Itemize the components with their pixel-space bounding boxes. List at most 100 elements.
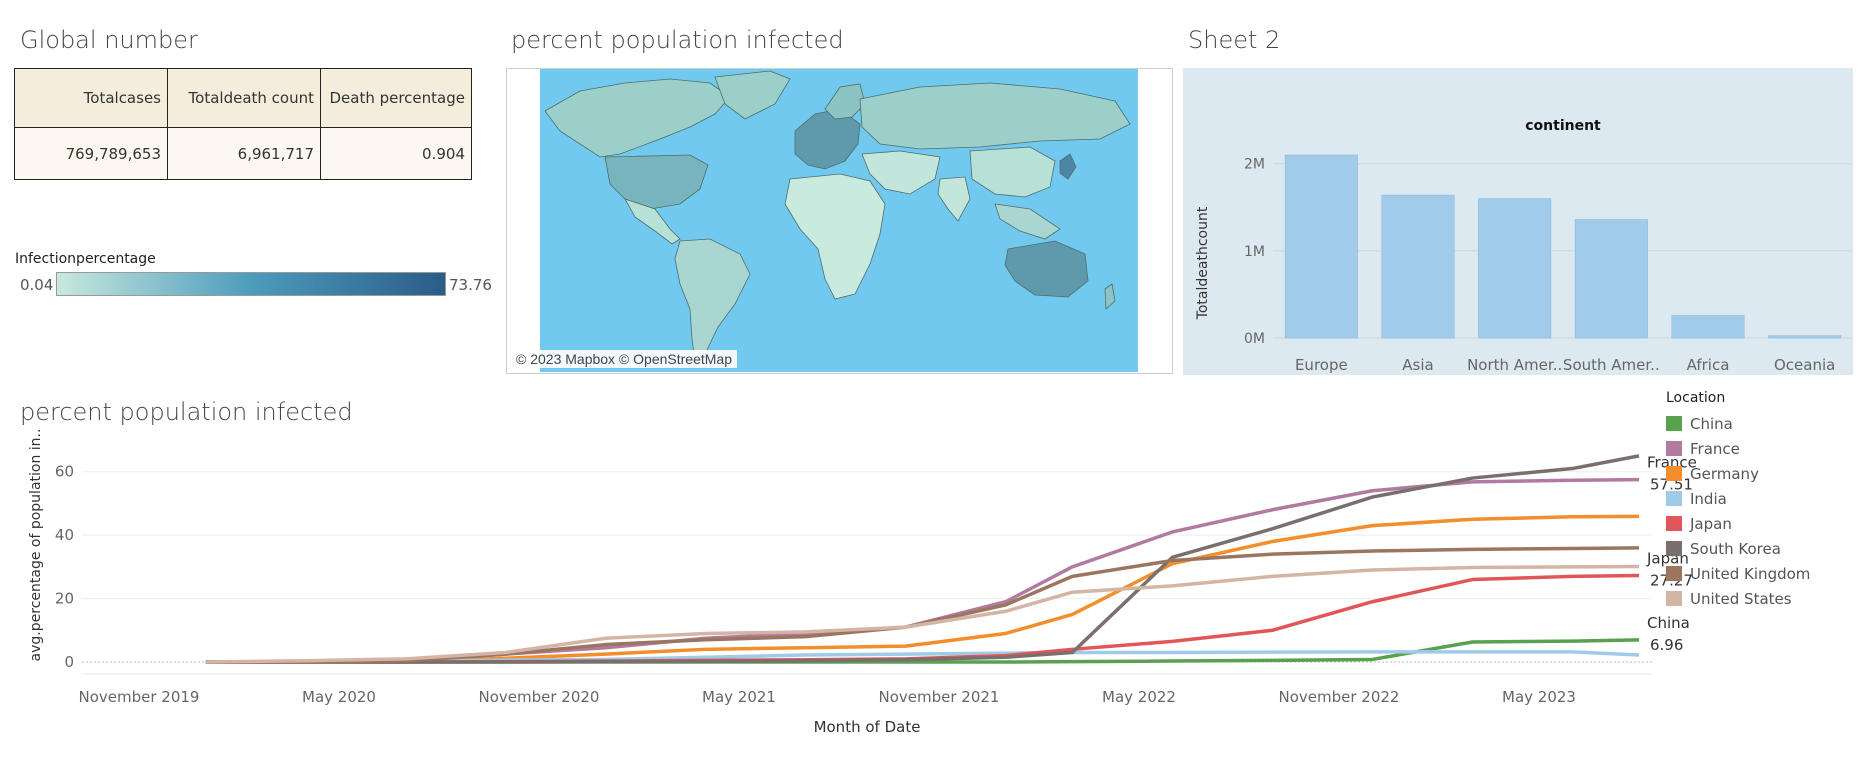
line-y-tick-label: 40 <box>55 526 74 544</box>
legend-label: Japan <box>1690 514 1732 533</box>
value-totaldeath-count[interactable]: 6,961,717 <box>167 127 321 180</box>
map-region-new-zealand[interactable] <box>1104 283 1116 310</box>
map-region-canada[interactable] <box>544 78 731 158</box>
legend-item-united-states[interactable]: United States <box>1666 586 1810 611</box>
global-number-title: Global number <box>20 26 198 54</box>
bar-y-tick-label: 0M <box>1244 331 1265 347</box>
legend-swatch <box>1666 441 1682 456</box>
header-totaldeath-count[interactable]: Totaldeath count <box>167 68 321 128</box>
location-legend-items: China France Germany India Japan South Korea U… <box>1666 411 1810 611</box>
header-totalcases[interactable]: Totalcases <box>14 68 168 128</box>
line-x-tick-label: May 2023 <box>1502 688 1576 706</box>
map-region-india[interactable] <box>937 176 971 222</box>
location-legend-title: Location <box>1666 390 1726 406</box>
legend-label: France <box>1690 439 1740 458</box>
legend-item-china[interactable]: China <box>1666 411 1810 436</box>
line-chart-x-ticks: November 2019 May 2020 November 2020 May 20… <box>79 688 1576 706</box>
bar-x-tick-label: Asia <box>1402 356 1433 374</box>
global-number-table: Totalcases Totaldeath count Death percen… <box>14 68 472 180</box>
legend-label: United Kingdom <box>1690 564 1811 583</box>
bar-europe[interactable] <box>1284 154 1358 339</box>
line-x-tick-label: November 2022 <box>1279 688 1400 706</box>
location-legend: Location China France Germany India Japan Sou… <box>1666 390 1810 611</box>
bar-africa[interactable] <box>1671 315 1745 339</box>
legend-swatch <box>1666 541 1682 556</box>
line-x-tick-label: May 2022 <box>1102 688 1176 706</box>
line-y-tick-label: 0 <box>64 653 74 671</box>
map-land <box>544 70 1131 362</box>
line-chart-grid <box>82 471 1652 675</box>
legend-swatch <box>1666 491 1682 506</box>
map-region-se-asia[interactable] <box>994 203 1061 240</box>
line-chart-y-axis-label: avg.percentage of population in.. <box>28 430 44 661</box>
header-death-percentage[interactable]: Death percentage <box>320 68 472 128</box>
line-y-tick-label: 20 <box>55 590 74 608</box>
legend-item-india[interactable]: India <box>1666 486 1810 511</box>
map-region-greenland[interactable] <box>714 70 791 120</box>
bar-chart-title: continent <box>1525 118 1601 134</box>
bar-x-tick-label: Europe <box>1295 356 1348 374</box>
legend-item-south-korea[interactable]: South Korea <box>1666 536 1810 561</box>
line-chart-series <box>205 454 1640 664</box>
map-attribution[interactable]: © 2023 Mapbox © OpenStreetMap <box>511 350 737 368</box>
series-line-south-korea[interactable] <box>205 454 1640 664</box>
legend-label: United States <box>1690 589 1792 608</box>
value-totalcases[interactable]: 769,789,653 <box>14 127 168 180</box>
bar-chart-x-ticks: Europe Asia North Amer.. South Amer.. Africa… <box>1295 356 1835 374</box>
continent-bar-chart: continent Totaldeathcount 0M 1M 2M Europe A… <box>1195 118 1853 374</box>
legend-label: China <box>1690 414 1733 433</box>
map-region-russia[interactable] <box>859 82 1131 150</box>
legend-swatch <box>1666 516 1682 531</box>
value-death-percentage[interactable]: 0.904 <box>320 127 472 180</box>
legend-item-france[interactable]: France <box>1666 436 1810 461</box>
map-region-china[interactable] <box>969 146 1056 198</box>
bar-south-amer-[interactable] <box>1574 219 1648 339</box>
line-chart-x-axis-label: Month of Date <box>814 718 921 736</box>
bar-asia[interactable] <box>1381 194 1455 339</box>
end-label-name: France <box>1647 454 1697 472</box>
bar-chart-grid <box>1273 163 1853 339</box>
legend-label: India <box>1690 489 1727 508</box>
legend-swatch <box>1666 416 1682 431</box>
color-legend-gradient <box>56 272 446 296</box>
map-region-middle-east[interactable] <box>861 150 941 195</box>
map-region-usa[interactable] <box>604 154 709 210</box>
world-map[interactable] <box>540 69 1138 372</box>
series-line-france[interactable] <box>205 477 1640 664</box>
line-chart-y-ticks: 0 20 40 60 <box>55 463 74 671</box>
bar-x-tick-label: South Amer.. <box>1563 356 1660 374</box>
bar-chart-y-ticks: 0M 1M 2M <box>1244 157 1265 347</box>
bar-x-tick-label: Africa <box>1687 356 1730 374</box>
legend-item-united-kingdom[interactable]: United Kingdom <box>1666 561 1810 586</box>
map-region-australia[interactable] <box>1004 240 1089 298</box>
line-x-tick-label: November 2020 <box>479 688 600 706</box>
legend-swatch <box>1666 466 1682 481</box>
map-region-japan[interactable] <box>1059 153 1077 180</box>
sheet2-title: Sheet 2 <box>1188 26 1281 54</box>
legend-swatch <box>1666 566 1682 581</box>
color-legend-max: 73.76 <box>449 276 492 294</box>
color-legend-title: Infectionpercentage <box>15 251 156 267</box>
table-row: 769,789,653 6,961,717 0.904 <box>14 127 472 180</box>
legend-label: South Korea <box>1690 539 1781 558</box>
end-label-name: China <box>1647 614 1690 632</box>
bar-y-tick-label: 2M <box>1244 157 1265 173</box>
map-title: percent population infected <box>511 26 844 54</box>
series-line-united-states[interactable] <box>205 564 1640 664</box>
legend-item-japan[interactable]: Japan <box>1666 511 1810 536</box>
legend-item-germany[interactable]: Germany <box>1666 461 1810 486</box>
bar-x-tick-label: Oceania <box>1774 356 1835 374</box>
end-label-value: 57.51 <box>1650 476 1693 494</box>
end-label-value: 6.96 <box>1650 636 1683 654</box>
bar-north-amer-[interactable] <box>1478 198 1552 339</box>
line-x-tick-label: May 2021 <box>702 688 776 706</box>
map-region-africa[interactable] <box>784 173 886 300</box>
line-chart-title: percent population infected <box>20 398 353 426</box>
color-legend-min: 0.04 <box>20 276 54 294</box>
bar-chart-bars <box>1284 154 1842 339</box>
line-x-tick-label: November 2019 <box>79 688 200 706</box>
bar-oceania[interactable] <box>1768 335 1842 339</box>
legend-label: Germany <box>1690 464 1759 483</box>
table-header-row: Totalcases Totaldeath count Death percen… <box>14 68 472 128</box>
map-region-mexico[interactable] <box>624 198 681 245</box>
